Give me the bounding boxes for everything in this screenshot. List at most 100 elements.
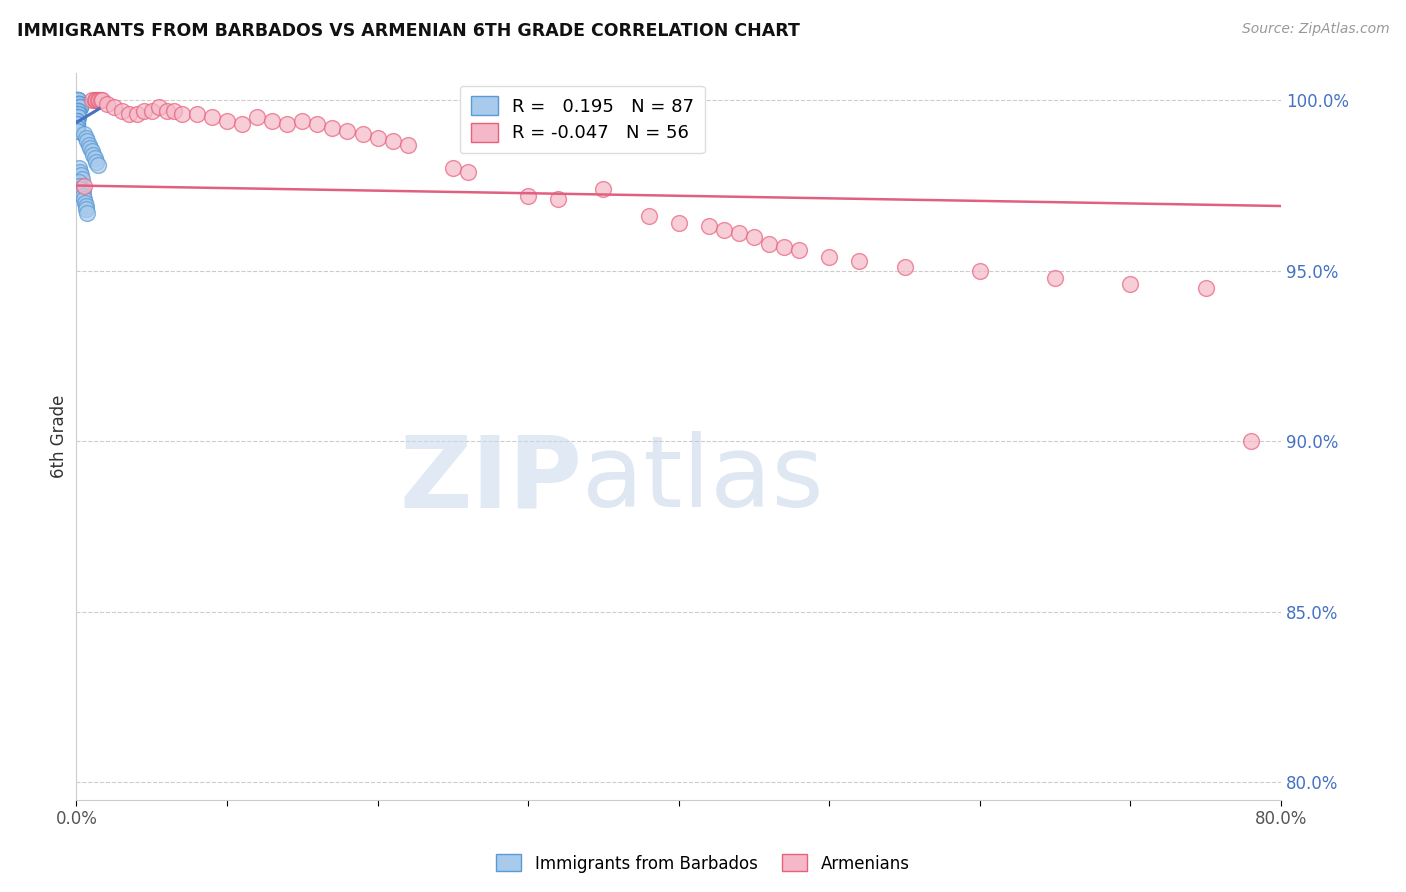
Point xyxy=(67,96,90,111)
Point xyxy=(66,107,89,121)
Point xyxy=(1119,277,1142,292)
Point xyxy=(66,93,89,107)
Point xyxy=(69,161,91,176)
Point xyxy=(66,107,89,121)
Point xyxy=(1240,434,1263,449)
Point xyxy=(367,130,389,145)
Point xyxy=(201,111,224,125)
Point xyxy=(66,93,89,107)
Point xyxy=(118,107,141,121)
Point xyxy=(66,93,89,107)
Point xyxy=(728,227,751,241)
Point xyxy=(66,107,89,121)
Point xyxy=(66,107,89,121)
Point xyxy=(163,103,186,118)
Point xyxy=(66,117,89,131)
Point xyxy=(818,250,841,264)
Point xyxy=(156,103,179,118)
Point xyxy=(77,137,100,152)
Point xyxy=(637,209,659,223)
Point xyxy=(91,93,114,107)
Point xyxy=(66,117,89,131)
Point xyxy=(67,178,90,193)
Point xyxy=(66,113,89,128)
Point xyxy=(66,107,89,121)
Point xyxy=(80,145,103,159)
Point xyxy=(103,100,125,114)
Point xyxy=(66,103,89,118)
Point xyxy=(713,223,735,237)
Point xyxy=(70,171,93,186)
Point xyxy=(291,113,314,128)
Y-axis label: 6th Grade: 6th Grade xyxy=(51,394,67,478)
Point xyxy=(381,134,404,148)
Text: Source: ZipAtlas.com: Source: ZipAtlas.com xyxy=(1241,22,1389,37)
Point xyxy=(79,141,101,155)
Point xyxy=(67,96,90,111)
Point xyxy=(67,96,90,111)
Point xyxy=(76,134,98,148)
Point xyxy=(276,117,298,131)
Point xyxy=(66,120,89,135)
Point xyxy=(86,158,108,172)
Point xyxy=(84,93,107,107)
Point xyxy=(66,124,89,138)
Point xyxy=(67,96,90,111)
Point xyxy=(66,103,89,118)
Point xyxy=(1043,270,1066,285)
Point xyxy=(668,216,690,230)
Point xyxy=(67,96,90,111)
Point xyxy=(66,93,89,107)
Legend: Immigrants from Barbados, Armenians: Immigrants from Barbados, Armenians xyxy=(489,847,917,880)
Point xyxy=(66,124,89,138)
Point xyxy=(215,113,238,128)
Point xyxy=(83,93,105,107)
Point xyxy=(66,103,89,118)
Point xyxy=(84,154,107,169)
Point xyxy=(69,182,91,196)
Point xyxy=(66,93,89,107)
Point xyxy=(336,124,359,138)
Point xyxy=(75,199,97,213)
Point xyxy=(66,113,89,128)
Point xyxy=(69,100,91,114)
Point xyxy=(111,103,134,118)
Point xyxy=(69,100,91,114)
Point xyxy=(1195,281,1218,295)
Point xyxy=(73,195,96,210)
Point xyxy=(66,111,89,125)
Point xyxy=(969,264,991,278)
Point xyxy=(457,165,479,179)
Point xyxy=(66,93,89,107)
Point xyxy=(517,188,540,202)
Point xyxy=(66,117,89,131)
Point xyxy=(66,111,89,125)
Point xyxy=(66,103,89,118)
Point xyxy=(66,111,89,125)
Point xyxy=(90,93,112,107)
Point xyxy=(66,111,89,125)
Point xyxy=(66,111,89,125)
Point xyxy=(72,186,94,200)
Point xyxy=(66,93,89,107)
Point xyxy=(66,93,89,107)
Point xyxy=(66,113,89,128)
Point xyxy=(66,103,89,118)
Point xyxy=(75,202,97,217)
Point xyxy=(72,188,94,202)
Point xyxy=(186,107,208,121)
Point xyxy=(66,113,89,128)
Point xyxy=(69,100,91,114)
Point xyxy=(73,128,96,142)
Point xyxy=(73,192,96,206)
Point xyxy=(307,117,329,131)
Point xyxy=(66,111,89,125)
Point xyxy=(697,219,720,234)
Point xyxy=(787,244,810,258)
Point xyxy=(66,103,89,118)
Point xyxy=(67,96,90,111)
Point xyxy=(441,161,464,176)
Point xyxy=(96,96,118,111)
Point xyxy=(76,206,98,220)
Point xyxy=(67,96,90,111)
